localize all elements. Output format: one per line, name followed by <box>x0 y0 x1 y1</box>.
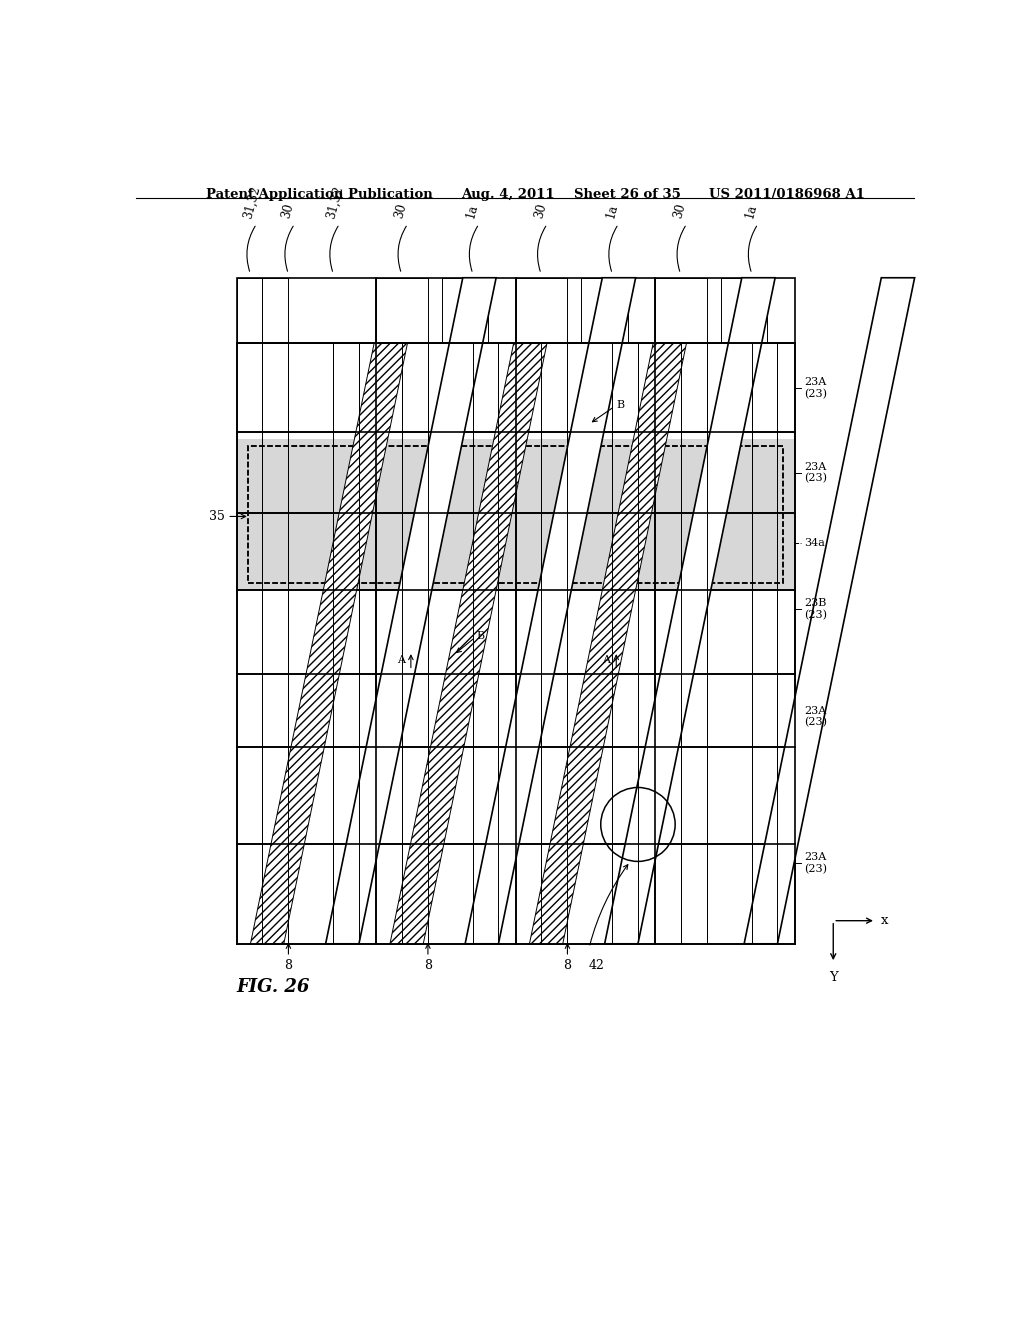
Text: 8: 8 <box>424 960 432 973</box>
Text: Aug. 4, 2011: Aug. 4, 2011 <box>461 187 555 201</box>
Polygon shape <box>529 343 686 944</box>
Bar <box>248 446 783 583</box>
Text: Patent Application Publication: Patent Application Publication <box>206 187 432 201</box>
Text: Y: Y <box>828 970 838 983</box>
Bar <box>248 446 783 583</box>
Text: 30: 30 <box>672 202 688 220</box>
Text: 34a: 34a <box>804 539 824 548</box>
Polygon shape <box>390 343 547 944</box>
Text: 42: 42 <box>589 960 605 973</box>
Text: B: B <box>477 631 485 640</box>
Text: 30: 30 <box>532 202 549 220</box>
Bar <box>237 440 795 590</box>
Text: US 2011/0186968 A1: US 2011/0186968 A1 <box>710 187 865 201</box>
Text: 23A
(23): 23A (23) <box>804 462 826 483</box>
Text: FIG. 26: FIG. 26 <box>237 978 310 997</box>
Polygon shape <box>251 343 408 944</box>
Bar <box>262 277 289 343</box>
Text: B: B <box>616 400 625 409</box>
Text: A: A <box>602 656 610 665</box>
Text: Sheet 26 of 35: Sheet 26 of 35 <box>573 187 681 201</box>
Text: 8: 8 <box>563 960 571 973</box>
Text: 8: 8 <box>285 960 293 973</box>
Text: 23A
(23): 23A (23) <box>804 851 826 874</box>
Bar <box>237 277 376 343</box>
Polygon shape <box>465 277 636 944</box>
Bar <box>376 277 515 343</box>
Text: 23A
(23): 23A (23) <box>804 706 826 727</box>
Polygon shape <box>326 277 496 944</box>
Text: 30: 30 <box>393 202 410 220</box>
Bar <box>515 277 567 343</box>
Bar <box>237 440 795 590</box>
Text: 23A
(23): 23A (23) <box>804 378 826 399</box>
Bar <box>655 277 795 343</box>
Polygon shape <box>744 277 914 944</box>
Text: 1a: 1a <box>464 203 480 220</box>
Text: 1a: 1a <box>604 203 620 220</box>
Text: 35: 35 <box>209 510 225 523</box>
Bar <box>442 277 488 343</box>
Text: A: A <box>396 656 404 665</box>
Bar <box>655 277 707 343</box>
Bar <box>237 277 262 343</box>
Text: 31,32: 31,32 <box>242 185 263 220</box>
Text: 1a: 1a <box>743 203 760 220</box>
Polygon shape <box>604 277 775 944</box>
Text: 31,32: 31,32 <box>325 185 346 220</box>
Bar <box>376 277 428 343</box>
Bar <box>515 277 655 343</box>
Bar <box>721 277 767 343</box>
Text: 23B
(23): 23B (23) <box>804 598 826 620</box>
Text: 30: 30 <box>280 202 296 220</box>
Text: x: x <box>882 915 889 927</box>
Bar <box>582 277 628 343</box>
